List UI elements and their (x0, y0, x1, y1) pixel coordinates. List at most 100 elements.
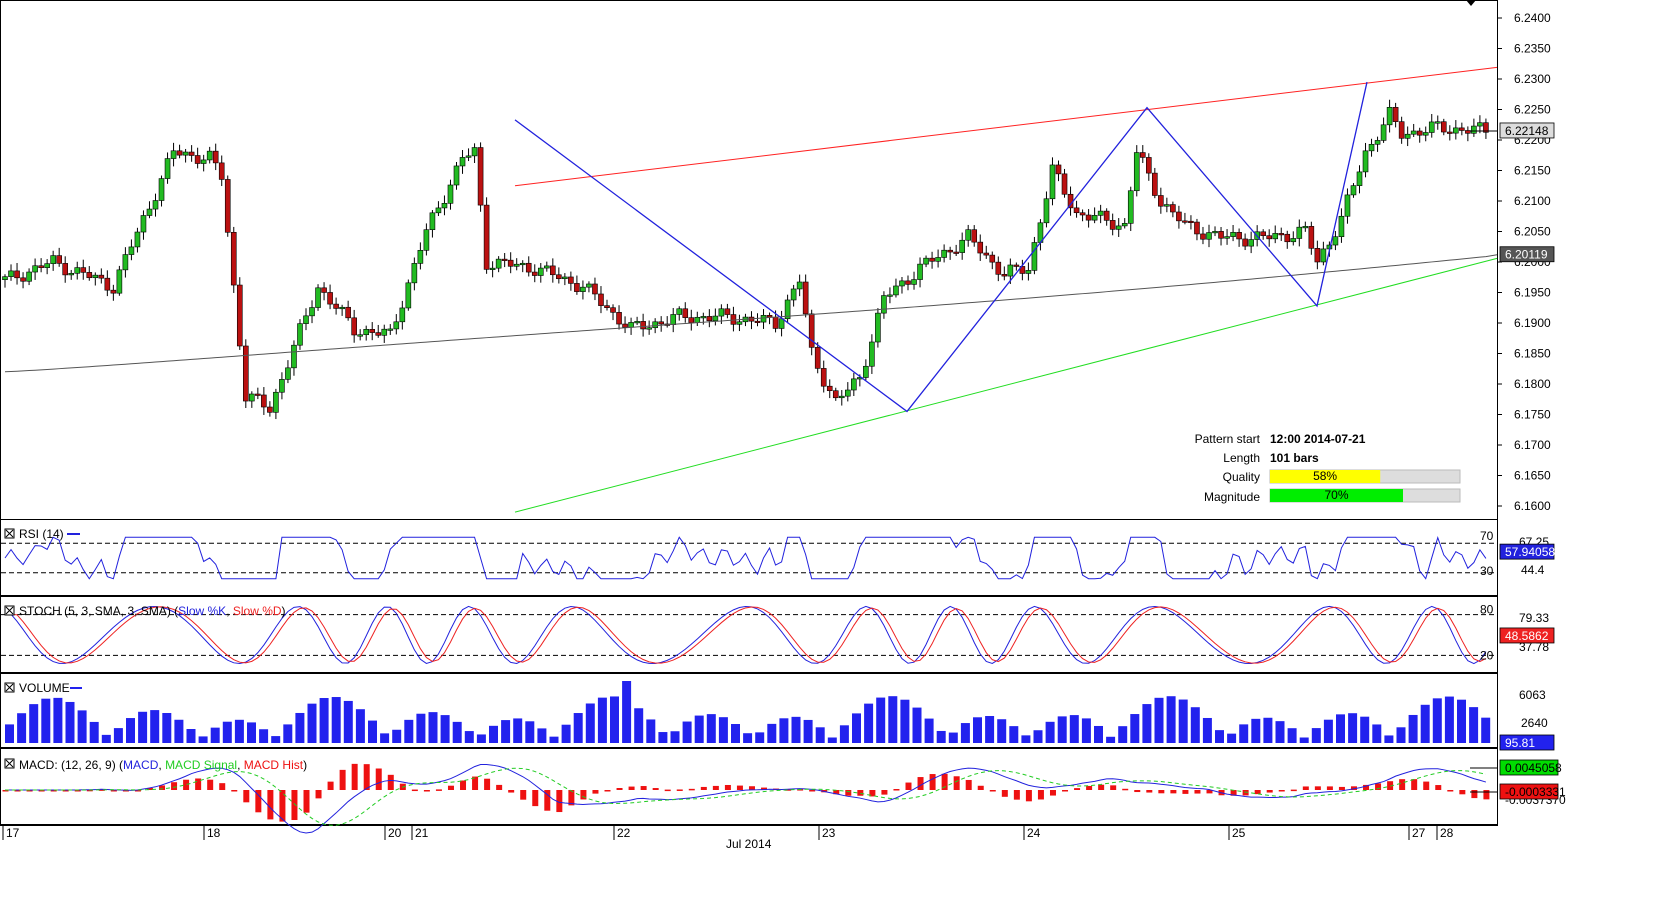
candle (1055, 164, 1062, 175)
macd-hist-bar (508, 790, 515, 793)
x-tick-label: 27 (1412, 826, 1426, 840)
volume-bar (440, 715, 450, 743)
candle (1164, 204, 1170, 207)
volume-bar (307, 703, 317, 743)
price-tick-label: 6.1600 (1514, 499, 1551, 513)
macd-hist-bar (1206, 790, 1213, 794)
candle (273, 391, 279, 413)
candle (291, 344, 297, 369)
macd-hist-bar (86, 789, 93, 792)
candle (881, 295, 887, 314)
macd-hist-bar (134, 790, 141, 792)
volume-bar (960, 723, 970, 743)
macd-hist-bar (748, 786, 755, 790)
candle (598, 293, 604, 306)
macd-hist-bar (929, 774, 936, 790)
volume-bar (259, 729, 269, 743)
stoch-tick-label: 79.33 (1519, 611, 1549, 625)
candle (1242, 238, 1248, 247)
candle (1440, 121, 1447, 133)
candle (1356, 171, 1363, 186)
candle (387, 328, 394, 331)
x-tick-label: 23 (822, 826, 836, 840)
volume-bar (912, 707, 922, 743)
support-line (514, 257, 1498, 513)
candle (399, 307, 406, 323)
volume-bar (1239, 724, 1249, 743)
candle (1212, 231, 1218, 234)
macd-hist-bar (1363, 784, 1370, 790)
candle (574, 283, 580, 292)
volume-bar (1045, 721, 1055, 743)
candle (724, 308, 731, 315)
candle (92, 274, 99, 279)
volume-bar (537, 728, 547, 743)
candle (1200, 233, 1206, 240)
candle (2, 276, 8, 280)
candle (736, 321, 743, 325)
macd-hist-bar (917, 777, 924, 790)
quality-value: 58% (1313, 469, 1337, 483)
candle (1103, 210, 1110, 221)
volume-bar (1009, 726, 1019, 743)
volume-bar (1323, 719, 1333, 743)
candle (718, 308, 725, 317)
volume-bar (174, 719, 184, 743)
candle (489, 267, 496, 270)
candle (652, 321, 658, 329)
candle (1146, 157, 1152, 174)
x-tick-label: 17 (6, 826, 20, 840)
candle (140, 215, 147, 233)
macd-hist-bar (1074, 788, 1081, 790)
magnitude-value: 70% (1324, 488, 1348, 502)
candle (1109, 220, 1116, 230)
macd-hist-bar (38, 790, 45, 792)
menu-arrow-icon[interactable] (1466, 0, 1476, 6)
price-tick-label: 6.1650 (1514, 469, 1551, 483)
pattern-start-label: Pattern start (1195, 432, 1261, 446)
macd-hist-bar (628, 786, 635, 790)
volume-bar (1130, 714, 1140, 743)
candle (8, 270, 14, 277)
candle (1043, 198, 1050, 224)
candle (694, 316, 701, 323)
candle (339, 306, 345, 310)
candle (20, 277, 26, 282)
macd-hist-bar (965, 779, 972, 790)
macd-hist-bar (1086, 785, 1093, 790)
candle (435, 207, 442, 214)
candle (158, 178, 165, 201)
macd-hist-bar (195, 778, 202, 790)
macd-current-tag-bg (1499, 759, 1559, 776)
candle (32, 265, 38, 273)
pattern-info: Pattern start 12:00 2014-07-21 Length 10… (1195, 432, 1461, 504)
candle (1320, 248, 1327, 263)
candle (1477, 122, 1483, 127)
candle (1416, 130, 1423, 136)
volume-bar (1396, 727, 1406, 743)
x-tick-label: 28 (1440, 826, 1454, 840)
rsi-tick-label: 44.4 (1521, 563, 1545, 577)
macd-hist-bar (1001, 790, 1008, 797)
candle (417, 250, 424, 264)
candle (808, 313, 815, 348)
candle (1049, 164, 1056, 200)
candle (1308, 226, 1315, 249)
volume-bar (1311, 728, 1321, 743)
volume-bar (319, 698, 329, 743)
volume-bar (1444, 696, 1454, 743)
candle (315, 287, 321, 308)
volume-current-tag-bg (1499, 734, 1555, 751)
candle (26, 271, 32, 282)
candle (62, 263, 69, 276)
candle (784, 299, 791, 320)
stoch-current-tag: 48.5862 (1505, 629, 1549, 643)
price-tick-label: 6.2100 (1514, 194, 1551, 208)
macd-hist-bar (435, 789, 442, 791)
macd-hist-bar (640, 786, 647, 790)
macd-hist-bar (1062, 790, 1069, 792)
volume-bar (549, 736, 559, 743)
candle (152, 200, 159, 210)
volume-bar (283, 724, 293, 743)
